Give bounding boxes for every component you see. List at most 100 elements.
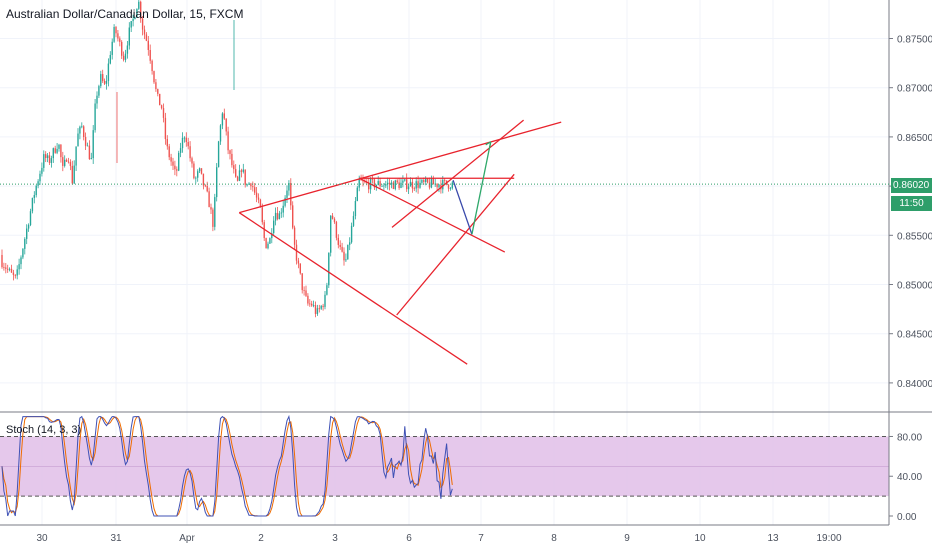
candle-body <box>191 158 193 164</box>
candle-body <box>415 181 417 189</box>
candle-body <box>64 159 66 166</box>
candle-body <box>347 244 349 260</box>
candle-body <box>276 212 279 220</box>
candle-body <box>428 182 431 188</box>
candle-body <box>286 190 288 198</box>
candle-body <box>172 161 174 166</box>
candle-body <box>371 178 374 180</box>
x-tick-label: 31 <box>110 533 122 544</box>
y-tick-label: 0.84500 <box>897 330 932 341</box>
candle-body <box>136 8 138 18</box>
candle-body <box>33 195 35 198</box>
candle-body <box>252 186 254 188</box>
candle-body <box>284 197 286 206</box>
candle-body <box>48 155 51 163</box>
candle-body <box>115 26 117 34</box>
candle-body <box>295 244 298 261</box>
candle-body <box>394 180 396 189</box>
candle-body <box>100 74 102 87</box>
trendline <box>358 177 506 253</box>
candle-body <box>293 227 296 245</box>
stoch-tick-label: 80.00 <box>897 432 922 443</box>
candle-body <box>320 305 322 309</box>
candle-body <box>41 167 43 174</box>
candle-body <box>358 178 360 188</box>
candle-body <box>343 251 345 261</box>
candle-body <box>168 146 170 158</box>
countdown-badge: 11:50 <box>891 196 932 211</box>
x-tick-label: 6 <box>406 533 412 544</box>
candle-body <box>94 103 96 131</box>
x-tick-label: 3 <box>332 533 338 544</box>
candle-body <box>174 165 176 170</box>
candle-body <box>1 254 3 268</box>
candle-body <box>193 163 195 179</box>
candle-body <box>8 268 11 270</box>
x-tick-label: 19:00 <box>816 533 841 544</box>
candle-body <box>117 33 119 39</box>
candle-body <box>216 167 218 198</box>
candle-body <box>111 41 113 55</box>
candle-body <box>134 17 136 19</box>
candle-body <box>274 212 277 221</box>
candle-body <box>368 182 370 190</box>
candle-body <box>5 267 7 269</box>
candle-body <box>335 222 338 238</box>
candle-body <box>140 1 142 19</box>
stoch-d-line <box>1 416 453 517</box>
candle-body <box>155 82 157 90</box>
drawing-tools[interactable] <box>238 119 562 365</box>
candle-body <box>27 225 30 229</box>
candle-body <box>273 220 275 234</box>
candle-body <box>83 126 85 138</box>
candle-body <box>238 170 241 181</box>
candle-body <box>143 29 146 35</box>
chart-title: Australian Dollar/Canadian Dollar, 15, F… <box>6 7 244 21</box>
candle-body <box>404 179 406 181</box>
y-tick-label: 0.84000 <box>897 379 932 390</box>
candle-body <box>208 191 210 208</box>
y-tick-label: 0.85000 <box>897 281 932 292</box>
candle-body <box>383 185 385 187</box>
candle-body <box>255 192 258 198</box>
candle-body <box>341 246 343 252</box>
candle-body <box>223 113 225 119</box>
candle-body <box>35 185 37 196</box>
candle-body <box>292 205 294 228</box>
candle-body <box>138 1 140 9</box>
candle-body <box>195 177 197 179</box>
candle-body <box>430 178 433 188</box>
stoch-band <box>0 435 889 497</box>
candle-body <box>390 182 393 185</box>
candle-body <box>141 18 144 30</box>
candle-body <box>290 183 292 206</box>
candle-body <box>56 148 58 153</box>
price-series <box>1 0 453 318</box>
candle-body <box>330 215 332 253</box>
projection-line <box>471 141 492 235</box>
x-tick-label: 9 <box>624 533 630 544</box>
candle-body <box>43 154 45 168</box>
x-tick-label: 30 <box>36 533 48 544</box>
candle-body <box>39 173 41 182</box>
candle-body <box>178 152 180 171</box>
y-tick-label: 0.87000 <box>897 84 932 95</box>
candle-body <box>263 222 265 239</box>
candle-body <box>145 34 148 41</box>
candle-body <box>398 182 400 189</box>
candle-body <box>105 80 108 84</box>
candle-body <box>278 213 281 220</box>
candle-body <box>187 142 189 147</box>
candle-body <box>217 141 220 168</box>
candle-body <box>219 125 222 142</box>
candle-body <box>45 154 47 158</box>
arrowhead-icon <box>485 141 492 148</box>
candle-body <box>212 209 214 227</box>
candle-body <box>92 130 94 159</box>
candle-body <box>189 146 191 159</box>
candle-body <box>10 268 13 273</box>
candle-body <box>37 181 39 186</box>
candle-body <box>337 237 339 245</box>
candle-body <box>29 211 32 226</box>
